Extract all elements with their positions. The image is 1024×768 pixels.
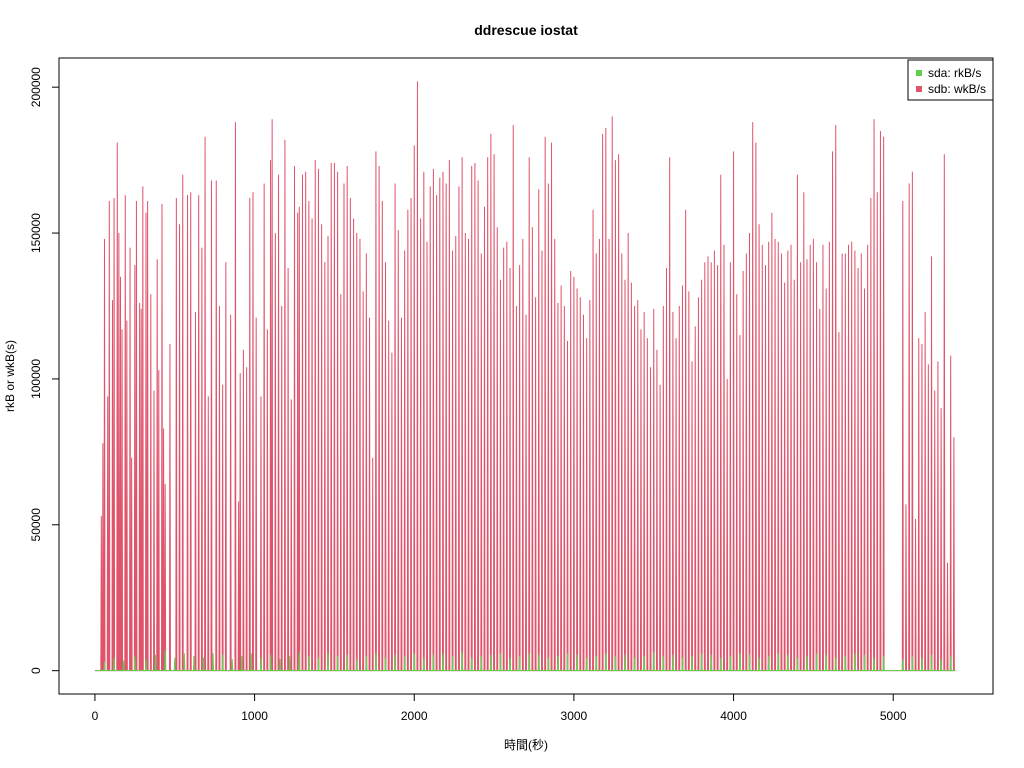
y-tick-label: 0 xyxy=(29,667,43,674)
y-axis-label: rkB or wkB(s) xyxy=(3,340,17,412)
x-tick-label: 0 xyxy=(92,709,99,723)
series-line-sda xyxy=(94,650,956,672)
series-line-sdb xyxy=(94,81,956,672)
legend-label-sda: sda: rkB/s xyxy=(928,66,981,80)
x-tick-label: 5000 xyxy=(880,709,907,723)
x-tick-label: 1000 xyxy=(241,709,268,723)
series-layer xyxy=(94,81,956,672)
y-axis: 0 50000 100000 150000 200000 xyxy=(29,67,60,674)
legend-box xyxy=(907,59,994,101)
x-axis: 0 1000 2000 3000 4000 5000 xyxy=(92,693,907,723)
y-tick-label: 50000 xyxy=(29,508,43,542)
x-tick-label: 4000 xyxy=(720,709,747,723)
legend-label-sdb: sdb: wkB/s xyxy=(928,82,986,96)
y-tick-label: 100000 xyxy=(29,359,43,399)
x-tick-label: 2000 xyxy=(401,709,428,723)
legend-swatch-sdb xyxy=(916,86,922,92)
y-tick-label: 150000 xyxy=(29,213,43,253)
x-tick-label: 3000 xyxy=(561,709,588,723)
y-tick-label: 200000 xyxy=(29,67,43,107)
x-axis-label: 時間(秒) xyxy=(504,738,548,752)
legend-swatch-sda xyxy=(916,70,922,76)
chart-title: ddrescue iostat xyxy=(474,22,578,38)
legend: sda: rkB/s sdb: wkB/s xyxy=(907,59,994,101)
